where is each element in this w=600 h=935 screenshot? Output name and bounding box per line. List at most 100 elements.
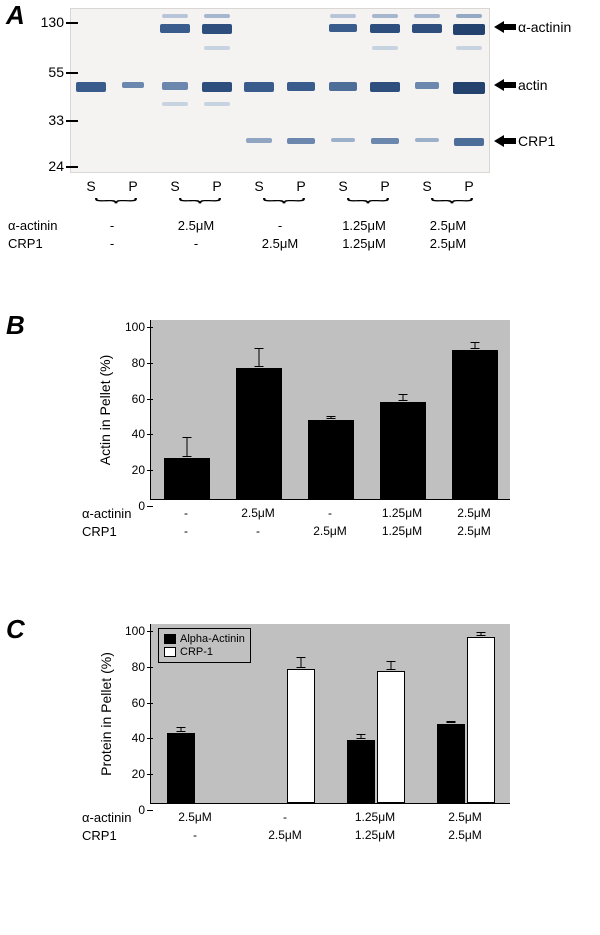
condition-row-label: α-actinin bbox=[8, 218, 57, 233]
y-tick: 100 bbox=[125, 320, 145, 334]
gel-band bbox=[370, 24, 400, 33]
condition-value: - bbox=[294, 506, 366, 520]
bar bbox=[380, 402, 426, 499]
brace: ︸ bbox=[94, 192, 138, 221]
gel-band bbox=[453, 24, 485, 35]
legend-item: Alpha-Actinin bbox=[164, 633, 245, 645]
y-tick: 100 bbox=[125, 624, 145, 638]
gel-band bbox=[412, 24, 442, 33]
gel-band bbox=[246, 138, 272, 143]
chart-b-ylabel: Actin in Pellet (%) bbox=[97, 355, 113, 465]
gel-band bbox=[456, 14, 482, 18]
bar bbox=[452, 350, 498, 499]
chart-c-ylabel: Protein in Pellet (%) bbox=[98, 652, 114, 776]
legend-swatch bbox=[164, 634, 176, 644]
condition-value: 2.5μM bbox=[410, 236, 486, 251]
gel-band bbox=[454, 138, 484, 146]
gel-band bbox=[371, 138, 399, 144]
condition-value: 1.25μM bbox=[366, 524, 438, 538]
y-tick: 40 bbox=[132, 427, 145, 441]
brace: ︸ bbox=[178, 192, 222, 221]
bar bbox=[287, 669, 315, 803]
gel-band bbox=[415, 82, 439, 89]
bar bbox=[236, 368, 282, 499]
gel-band bbox=[331, 138, 355, 142]
bar bbox=[467, 637, 495, 803]
mw-marker: 33 bbox=[14, 112, 64, 128]
band-label: actin bbox=[494, 77, 548, 93]
legend-swatch bbox=[164, 647, 176, 657]
condition-value: 1.25μM bbox=[326, 236, 402, 251]
condition-value: - bbox=[159, 828, 231, 842]
gel-band bbox=[76, 82, 106, 92]
condition-value: 2.5μM bbox=[438, 506, 510, 520]
condition-value: - bbox=[222, 524, 294, 538]
y-tick: 60 bbox=[132, 392, 145, 406]
gel-band bbox=[287, 82, 315, 91]
condition-value: 2.5μM bbox=[294, 524, 366, 538]
condition-row-label: CRP1 bbox=[82, 524, 117, 539]
y-tick: 20 bbox=[132, 767, 145, 781]
gel-band bbox=[287, 138, 315, 144]
gel-band bbox=[415, 138, 439, 142]
condition-row-label: CRP1 bbox=[8, 236, 43, 251]
gel-band bbox=[372, 14, 398, 18]
condition-value: - bbox=[158, 236, 234, 251]
condition-value: 2.5μM bbox=[242, 236, 318, 251]
band-label: CRP1 bbox=[494, 133, 555, 149]
gel-band bbox=[160, 24, 190, 33]
condition-value: 1.25μM bbox=[339, 810, 411, 824]
brace: ︸ bbox=[262, 192, 306, 221]
condition-value: 1.25μM bbox=[366, 506, 438, 520]
gel-band bbox=[202, 82, 232, 92]
mw-marker: 130 bbox=[14, 14, 64, 30]
condition-value: - bbox=[150, 524, 222, 538]
bar bbox=[437, 724, 465, 803]
band-label: α-actinin bbox=[494, 19, 571, 35]
y-tick: 0 bbox=[138, 499, 145, 513]
gel-band bbox=[244, 82, 274, 92]
gel-band bbox=[370, 82, 400, 92]
condition-value: 1.25μM bbox=[339, 828, 411, 842]
condition-row-label: α-actinin bbox=[82, 810, 131, 825]
bar bbox=[377, 671, 405, 803]
legend-item: CRP-1 bbox=[164, 646, 245, 658]
y-tick: 20 bbox=[132, 463, 145, 477]
gel-image: 130553324 bbox=[70, 8, 490, 173]
gel-band bbox=[329, 82, 357, 91]
gel-band bbox=[372, 46, 398, 50]
condition-value: 2.5μM bbox=[222, 506, 294, 520]
condition-value: - bbox=[242, 218, 318, 233]
mw-marker: 55 bbox=[14, 64, 64, 80]
gel-band bbox=[162, 102, 188, 106]
gel-band bbox=[162, 14, 188, 18]
condition-value: 2.5μM bbox=[158, 218, 234, 233]
condition-value: 2.5μM bbox=[429, 828, 501, 842]
gel-band bbox=[204, 14, 230, 18]
gel-band bbox=[204, 46, 230, 50]
legend-text: Alpha-Actinin bbox=[180, 633, 245, 645]
gel-band bbox=[456, 46, 482, 50]
y-tick: 60 bbox=[132, 696, 145, 710]
condition-row-label: α-actinin bbox=[82, 506, 131, 521]
gel-band bbox=[414, 14, 440, 18]
gel-band bbox=[330, 14, 356, 18]
gel-band bbox=[453, 82, 485, 94]
condition-value: 1.25μM bbox=[326, 218, 402, 233]
brace: ︸ bbox=[346, 192, 390, 221]
condition-value: 2.5μM bbox=[429, 810, 501, 824]
condition-value: 2.5μM bbox=[159, 810, 231, 824]
condition-row-label: CRP1 bbox=[82, 828, 117, 843]
condition-value: 2.5μM bbox=[438, 524, 510, 538]
gel-band bbox=[122, 82, 144, 88]
y-tick: 80 bbox=[132, 356, 145, 370]
condition-value: - bbox=[249, 810, 321, 824]
gel-band bbox=[162, 82, 188, 90]
condition-value: - bbox=[74, 218, 150, 233]
bar bbox=[167, 733, 195, 803]
gel-band bbox=[329, 24, 357, 32]
bar bbox=[164, 458, 210, 499]
bar bbox=[308, 420, 354, 499]
gel-band bbox=[202, 24, 232, 34]
chart-c-legend: Alpha-ActininCRP-1 bbox=[158, 628, 251, 663]
